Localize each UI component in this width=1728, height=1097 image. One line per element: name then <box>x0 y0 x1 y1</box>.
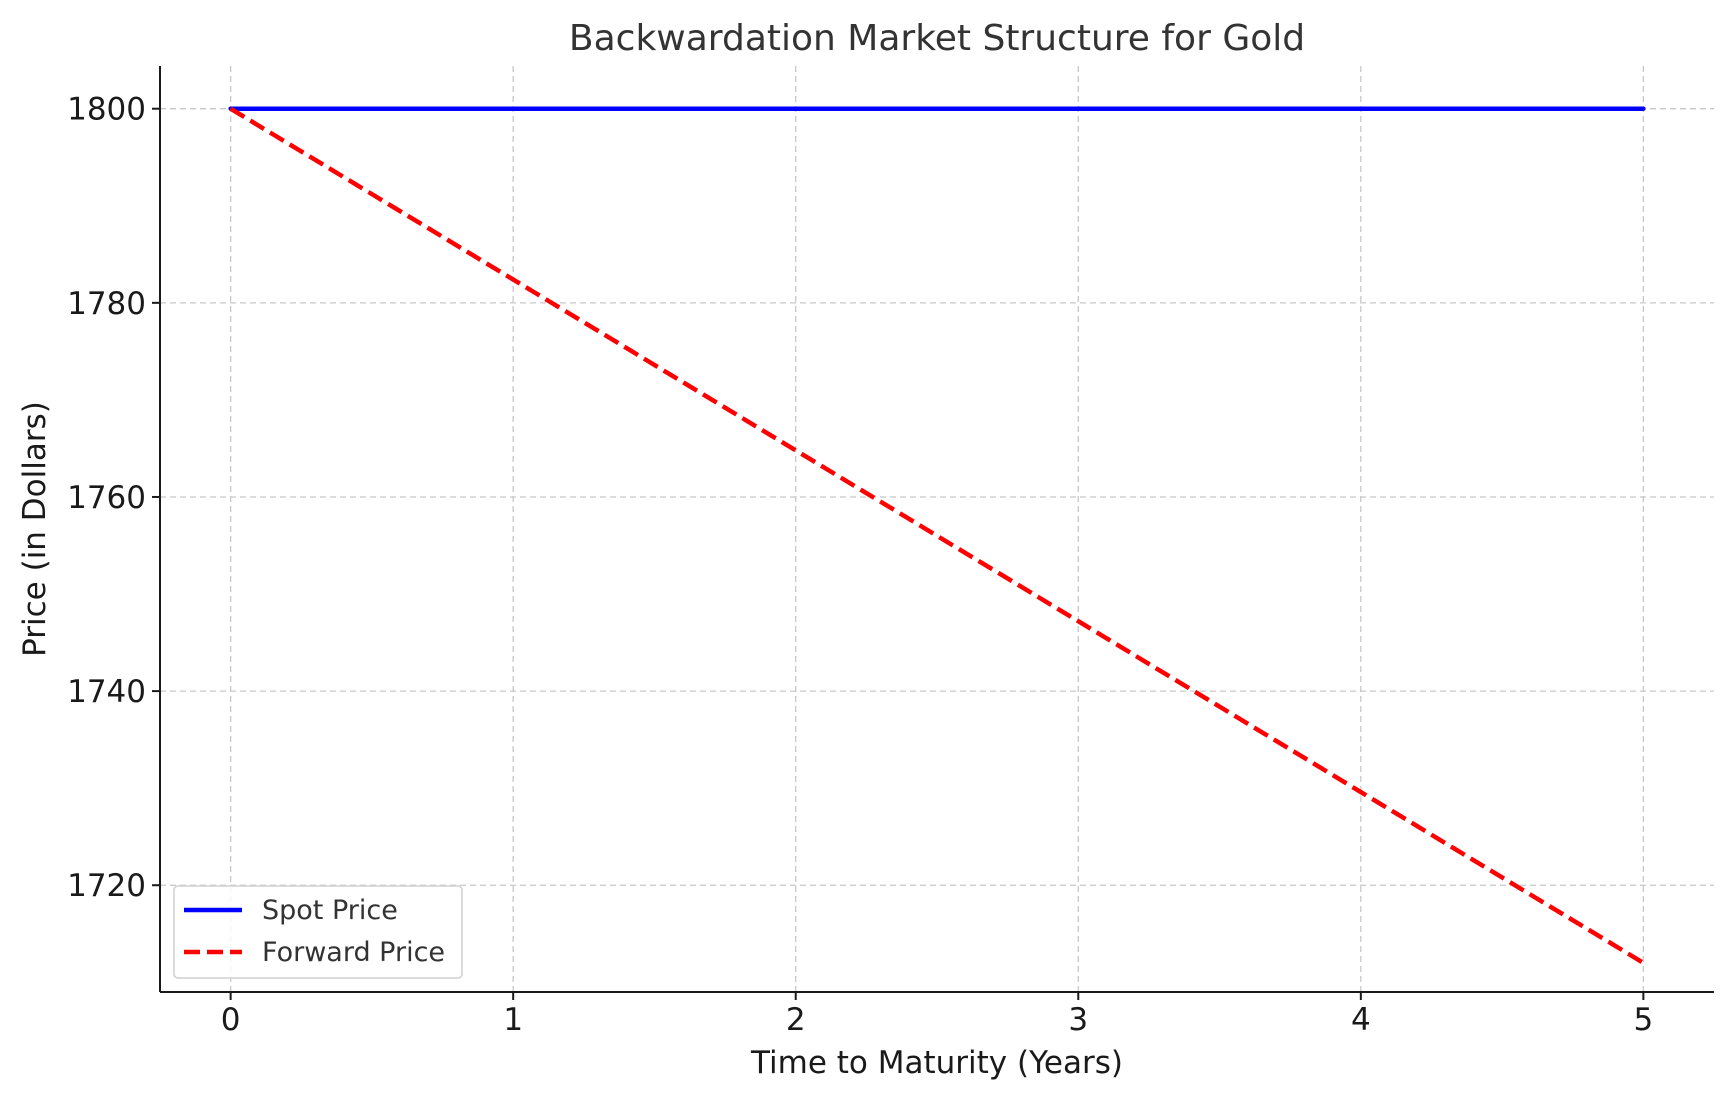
series-lines <box>228 106 1646 965</box>
y-axis-ticks: 1720 1740 1760 1780 1800 <box>67 92 160 904</box>
x-axis-label: Time to Maturity (Years) <box>750 1045 1123 1081</box>
y-tick-label-4: 1800 <box>67 92 146 128</box>
legend-label-0: Spot Price <box>262 895 398 926</box>
y-tick-label-0: 1720 <box>67 868 146 904</box>
y-axis-label: Price (in Dollars) <box>17 401 53 657</box>
legend-label-1: Forward Price <box>262 937 445 968</box>
y-tick-label-1: 1740 <box>67 674 146 710</box>
x-tick-label-2: 2 <box>786 1002 806 1038</box>
x-axis-ticks: 0 1 2 3 4 5 <box>221 992 1653 1038</box>
y-tick-label-3: 1780 <box>67 286 146 322</box>
y-tick-label-2: 1760 <box>67 480 146 516</box>
legend: Spot Price Forward Price <box>173 885 463 979</box>
x-tick-label-5: 5 <box>1633 1002 1653 1038</box>
x-tick-label-3: 3 <box>1068 1002 1088 1038</box>
legend-items: Spot Price Forward Price <box>184 895 445 968</box>
x-tick-label-0: 0 <box>221 1002 241 1038</box>
legend-box <box>173 885 463 979</box>
chart-title: Backwardation Market Structure for Gold <box>569 18 1305 59</box>
x-tick-label-1: 1 <box>503 1002 523 1038</box>
x-tick-label-4: 4 <box>1351 1002 1371 1038</box>
